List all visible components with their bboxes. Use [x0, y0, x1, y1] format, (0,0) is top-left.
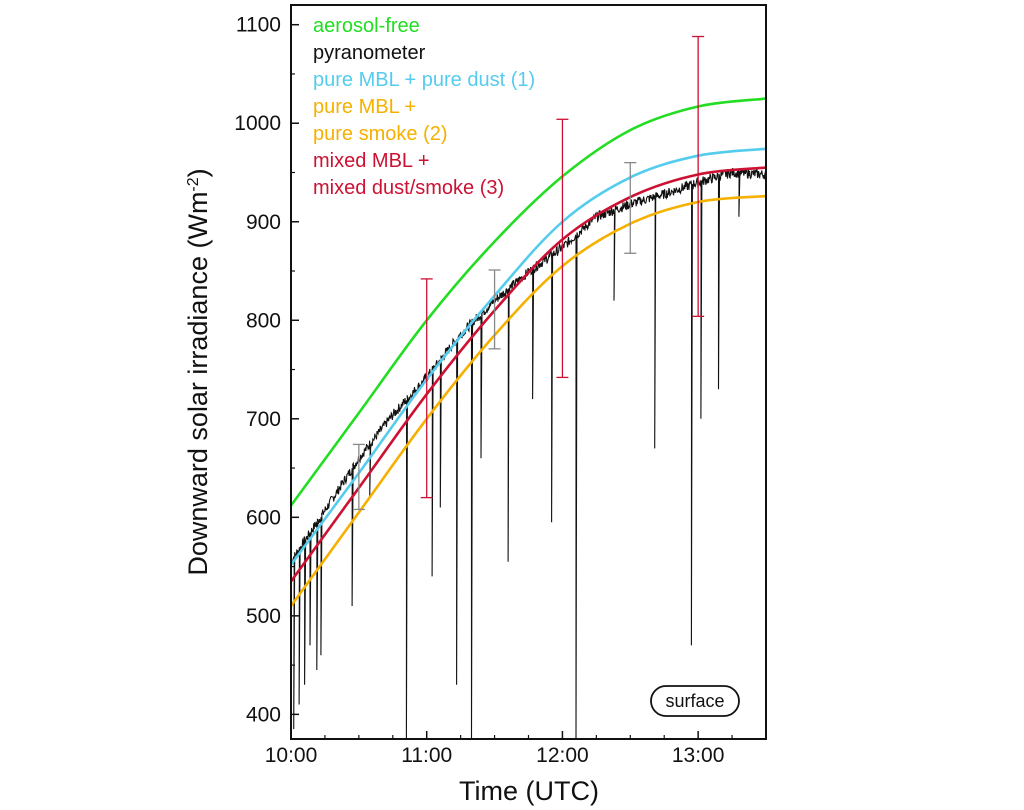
series-line-mixed-dust-smoke [289, 166, 767, 583]
series-line-pure-dust [289, 147, 767, 566]
x-tick-label: 11:00 [401, 744, 452, 767]
y-axis-title-superscript: -2 [185, 177, 202, 191]
legend-entry-aerosol-free: aerosol-free [313, 15, 420, 37]
legend-entry-pyranometer: pyranometer [313, 42, 426, 64]
series-line-aerosol-free [289, 97, 767, 507]
x-axis-title: Time (UTC) [459, 776, 599, 806]
y-tick-label: 1100 [236, 14, 281, 37]
error-bar-5 [692, 35, 705, 317]
series-line-pure-smoke [289, 194, 767, 607]
x-tick-label: 10:00 [265, 744, 318, 767]
y-tick-label: 900 [246, 211, 281, 234]
surface-badge-label: surface [665, 691, 724, 711]
error-bar-1 [420, 278, 433, 499]
tick-layer: 10:00 11:00 12:00 13:00 400 500 600 700 800 900 10… [234, 14, 733, 767]
y-tick-label: 1000 [234, 112, 281, 135]
error-bar-2 [488, 269, 501, 350]
y-tick-label: 600 [246, 506, 281, 529]
y-tick-label: 800 [246, 309, 281, 332]
legend-entry-mixed: mixed MBL + [313, 150, 430, 172]
y-axis-title-close: ) [183, 168, 213, 177]
y-tick-label: 700 [246, 408, 281, 431]
surface-badge-outline [650, 685, 740, 717]
legend-entry-pure-smoke: pure MBL + [313, 96, 416, 118]
legend-entry-pure-smoke-line2: pure smoke (2) [313, 123, 448, 145]
y-axis-title-main: Downward solar irradiance (Wm [183, 192, 213, 576]
y-axis-title: Downward solar irradiance (Wm-2) [183, 168, 213, 575]
legend-entry-mixed-line2: mixed dust/smoke (3) [313, 177, 504, 199]
y-tick-label: 400 [246, 703, 281, 726]
y-tick-label: 500 [246, 605, 281, 628]
legend: aerosol-free pyranometer pure MBL + pure… [313, 15, 535, 199]
error-bar-3 [556, 118, 569, 379]
x-tick-label: 12:00 [536, 744, 589, 767]
x-tick-label: 13:00 [672, 744, 725, 767]
error-bar-0 [352, 443, 365, 511]
legend-entry-pure-dust: pure MBL + pure dust (1) [313, 69, 535, 91]
errorbar-layer [352, 35, 705, 511]
error-bar-4 [624, 161, 637, 254]
surface-badge: surface [650, 685, 740, 717]
series-line-pyranometer [290, 167, 767, 740]
